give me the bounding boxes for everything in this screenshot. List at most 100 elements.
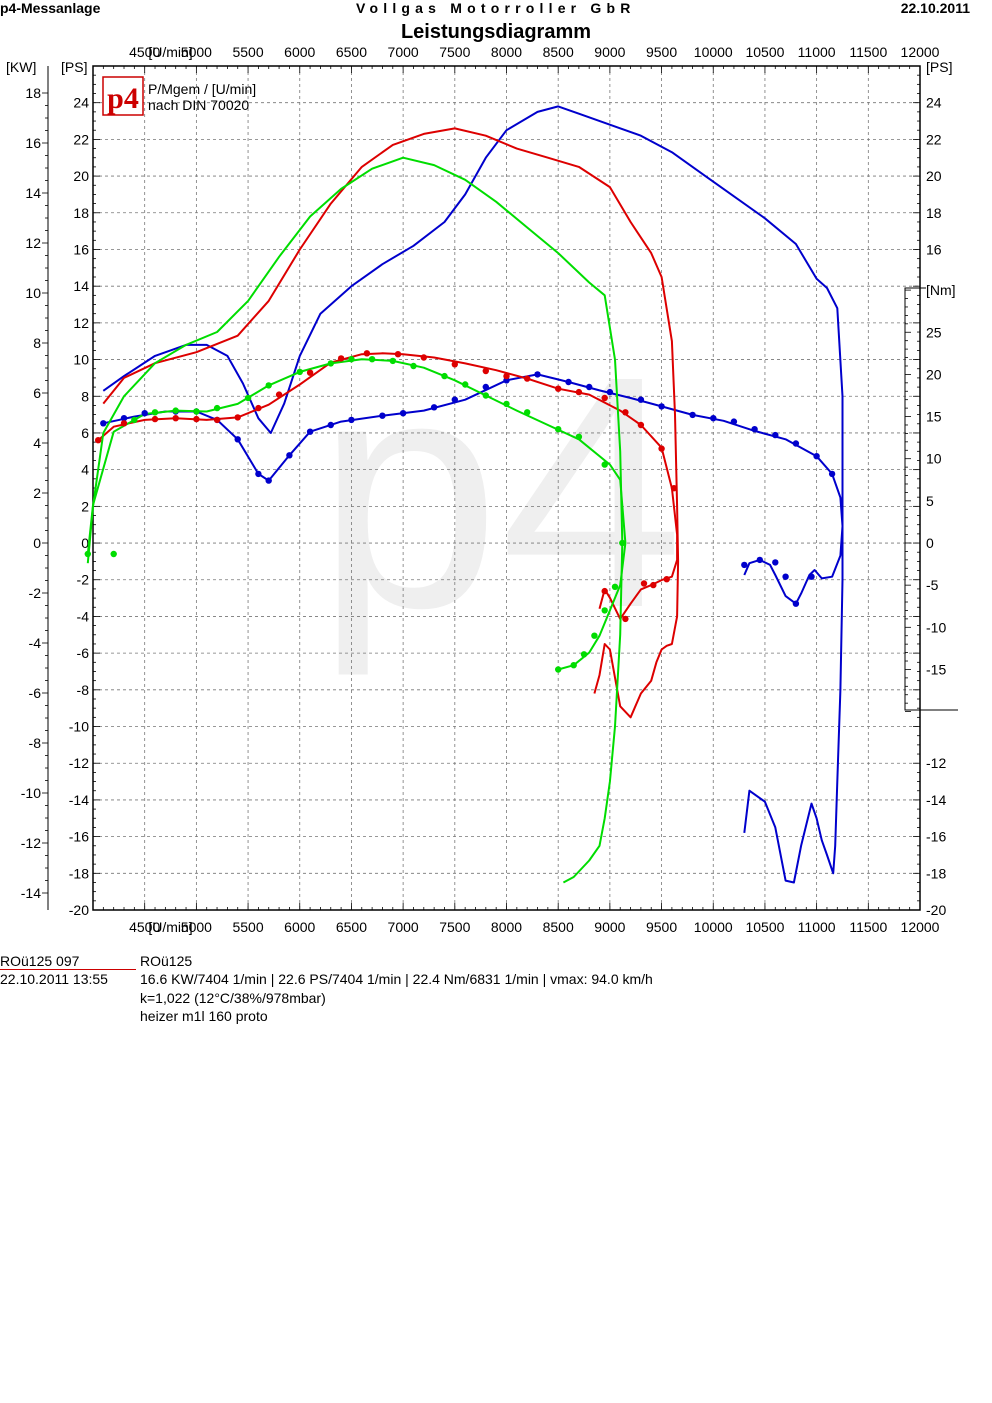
nm-tick-label: 5: [926, 493, 934, 509]
x-unit-top: [U/min]: [148, 44, 192, 60]
marker-blue: [430, 404, 438, 411]
legend-line-1: P/Mgem / [U/min]: [148, 81, 256, 97]
marker-green: [131, 416, 138, 424]
marker-blue: [482, 383, 489, 391]
marker-green: [441, 372, 448, 380]
ps-tick-label: -8: [77, 682, 90, 698]
marker-green: [348, 356, 355, 363]
marker-red: [213, 416, 221, 424]
x-tick-label-bottom: 12000: [901, 919, 940, 935]
nm-tick-label: 10: [926, 451, 942, 467]
ps-tick-label: 6: [81, 425, 89, 441]
footer-id: ROü125 097: [0, 953, 80, 969]
marker-green: [410, 362, 417, 370]
ps-right-tick-label: 20: [926, 168, 942, 184]
x-tick-label-top: 10500: [745, 44, 784, 60]
marker-blue: [730, 418, 738, 425]
ps-tick-label: -20: [69, 902, 89, 918]
marker-green: [327, 360, 334, 367]
marker-blue: [327, 421, 334, 429]
x-tick-label-bottom: 7500: [439, 919, 470, 935]
x-tick-label-top: 11000: [798, 44, 836, 60]
marker-green: [368, 356, 376, 363]
x-unit-bottom: [U/min]: [148, 919, 192, 935]
marker-blue: [606, 388, 614, 396]
marker-blue: [792, 440, 800, 447]
kw-tick-label: -4: [29, 635, 42, 651]
footer-name: ROü125: [140, 953, 193, 969]
marker-green: [619, 539, 626, 547]
kw-tick-label: 2: [33, 485, 41, 501]
marker-red: [172, 415, 179, 422]
kw-tick-label: 10: [25, 285, 41, 301]
marker-green: [213, 404, 221, 412]
ps-right-axis-label: [PS]: [926, 59, 952, 75]
marker-blue: [751, 426, 758, 433]
ps-tick-label: 8: [81, 388, 89, 404]
marker-green: [601, 607, 608, 614]
ps-tick-label: 12: [73, 315, 89, 331]
x-tick-label-top: 6500: [336, 44, 367, 60]
series-green-torque: [86, 358, 627, 671]
marker-red: [575, 388, 583, 396]
marker-blue: [348, 416, 355, 424]
marker-red: [451, 361, 458, 368]
marker-red: [394, 351, 402, 358]
marker-green: [193, 408, 200, 415]
ps-right-tick-label: 24: [926, 95, 942, 111]
ps-tick-label: 16: [73, 241, 89, 257]
nm-tick-label: 25: [926, 324, 942, 340]
dyno-chart: p4 4500450050005000550055006000600065006…: [6, 44, 958, 935]
marker-blue: [399, 410, 407, 417]
ps-right-tick-label: -12: [926, 755, 946, 771]
x-tick-label-bottom: 8500: [543, 919, 574, 935]
nm-tick-label: 20: [926, 366, 942, 382]
kw-tick-label: 6: [33, 385, 41, 401]
marker-red: [234, 414, 241, 421]
marker-red: [151, 415, 159, 423]
p4-logo-text: p4: [107, 82, 139, 115]
ps-tick-label: 22: [73, 131, 89, 147]
marker-red: [670, 485, 678, 492]
kw-axis-label: [KW]: [6, 59, 36, 75]
chart-title: Leistungsdiagramm: [400, 21, 592, 43]
kw-tick-label: 8: [33, 335, 41, 351]
marker-green: [524, 409, 531, 416]
x-tick-label-top: 9000: [594, 44, 625, 60]
marker-red: [640, 580, 648, 587]
ps-tick-label: 2: [81, 498, 89, 514]
footer-result: 16.6 KW/7404 1/min | 22.6 PS/7404 1/min …: [140, 971, 653, 987]
marker-green: [265, 382, 272, 389]
x-tick-label-bottom: 9500: [646, 919, 677, 935]
ps-tick-label: -2: [77, 572, 90, 588]
x-tick-label-top: 10000: [694, 44, 733, 60]
ps-tick-label: -12: [69, 755, 89, 771]
x-tick-label-top: 4500: [129, 44, 160, 60]
x-tick-label-top: 5500: [232, 44, 263, 60]
marker-red: [658, 445, 665, 452]
kw-tick-label: 12: [25, 235, 41, 251]
x-tick-label-bottom: 6500: [336, 919, 367, 935]
marker-red: [306, 369, 314, 376]
ps-tick-label: 0: [81, 535, 89, 551]
footer-divider: [0, 969, 136, 970]
x-tick-label-bottom: 11500: [849, 919, 887, 935]
marker-red: [601, 587, 608, 595]
watermark-text: p4: [316, 307, 683, 678]
header-left: p4-Messanlage: [0, 0, 101, 16]
ps-right-tick-label: -16: [926, 829, 946, 845]
x-tick-label-bottom: 10500: [745, 919, 784, 935]
footer-comment: heizer m1l 160 proto: [140, 1008, 268, 1024]
x-tick-label-bottom: 10000: [694, 919, 733, 935]
p4-logo-box: [102, 76, 144, 116]
x-tick-label-bottom: 7000: [388, 919, 419, 935]
marker-green: [389, 357, 396, 365]
nm-axis-bracket: [904, 287, 958, 711]
marker-green: [482, 392, 489, 399]
marker-blue: [756, 556, 763, 564]
x-tick-label-top: 6000: [284, 44, 315, 60]
series-blue-power: [102, 105, 844, 884]
marker-red: [120, 420, 128, 427]
marker-green: [591, 632, 598, 639]
marker-blue: [141, 410, 148, 417]
